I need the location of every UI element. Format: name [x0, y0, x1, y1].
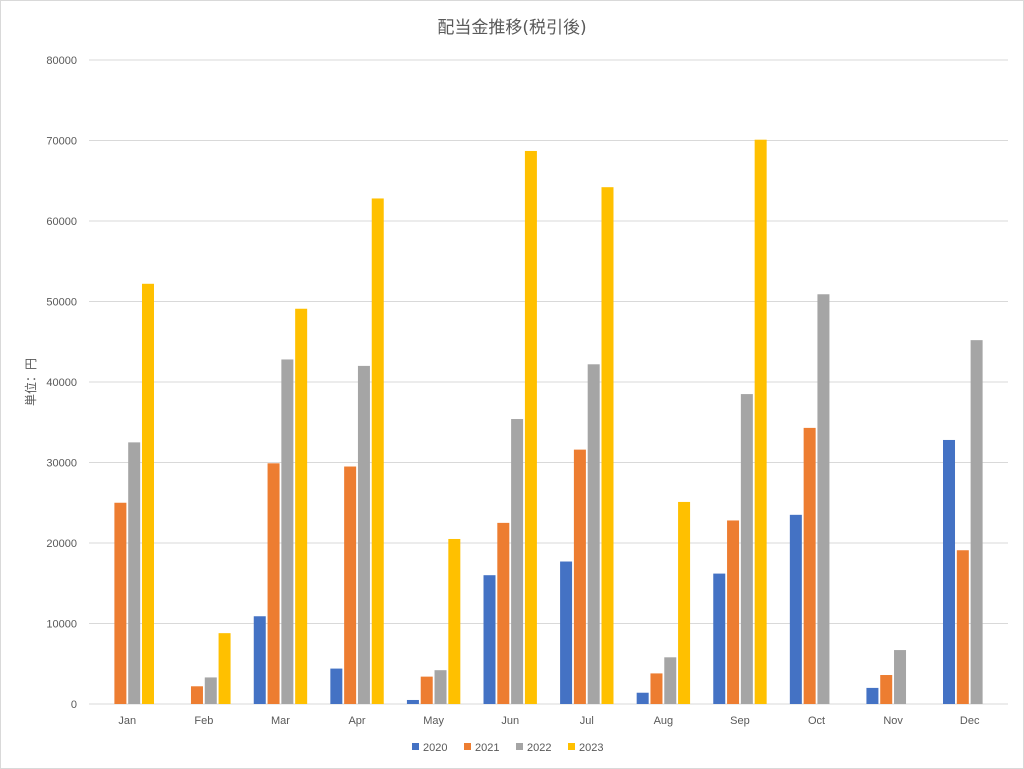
bar-2022-aug [664, 657, 677, 704]
x-axis-ticks: Jan Feb Mar Apr May Jun Jul Aug Sep Oct Nov Dec [118, 715, 980, 727]
bar-2023-may [448, 538, 461, 704]
bar-2021-dec [956, 550, 969, 704]
x-tick-label: Aug [654, 715, 674, 727]
legend-swatch-2023 [568, 743, 575, 750]
bar-2022-mar [281, 359, 294, 704]
legend-swatch-2020 [412, 743, 419, 750]
gridlines [89, 59, 1008, 705]
bar-2023-jun [524, 150, 537, 705]
bar-2020-mar [253, 616, 266, 704]
bar-2022-may [434, 670, 447, 704]
x-tick-label: Feb [194, 715, 213, 727]
bar-2020-jun [483, 575, 496, 704]
bar-2020-oct [789, 514, 802, 704]
bar-2021-jul [573, 449, 586, 704]
bar-2021-mar [267, 463, 280, 704]
bar-2023-sep [754, 139, 767, 704]
bars [114, 139, 983, 705]
bar-2022-sep [740, 394, 753, 704]
bar-2022-apr [357, 365, 370, 704]
bar-2021-nov [880, 675, 893, 704]
bar-2020-apr [330, 668, 343, 704]
y-axis-label: 単位：円 [23, 358, 38, 406]
bar-2022-jan [128, 442, 141, 704]
bar-2022-nov [894, 650, 907, 704]
bar-2022-oct [817, 294, 830, 704]
bar-2020-dec [943, 439, 956, 704]
y-tick-label: 50000 [46, 297, 77, 309]
bar-2021-aug [650, 673, 663, 704]
legend-swatch-2021 [464, 743, 471, 750]
bar-2021-may [420, 676, 433, 704]
y-tick-label: 10000 [46, 619, 77, 631]
bar-2020-nov [866, 687, 879, 704]
bar-2021-feb [190, 686, 203, 704]
bar-2020-may [406, 699, 419, 704]
bar-2021-apr [344, 466, 357, 704]
x-tick-label: Apr [348, 715, 365, 727]
bar-2022-feb [204, 677, 217, 704]
y-tick-label: 0 [71, 699, 77, 711]
x-tick-label: Nov [883, 715, 903, 727]
bar-2022-jul [587, 364, 600, 704]
x-tick-label: Jun [501, 715, 519, 727]
bar-2021-sep [727, 520, 740, 704]
x-tick-label: Oct [808, 715, 825, 727]
y-tick-label: 60000 [46, 216, 77, 228]
y-tick-label: 40000 [46, 377, 77, 389]
legend-label-2022: 2022 [527, 742, 551, 754]
x-tick-label: May [423, 715, 444, 727]
legend-label-2023: 2023 [579, 742, 603, 754]
bar-2022-jun [511, 419, 524, 704]
bar-2021-oct [803, 427, 816, 704]
y-tick-label: 20000 [46, 538, 77, 550]
bar-2020-aug [636, 692, 649, 704]
legend-swatch-2022 [516, 743, 523, 750]
bar-2020-jul [560, 561, 573, 704]
x-tick-label: Mar [271, 715, 290, 727]
legend: 2020 2021 2022 2023 [412, 742, 603, 754]
bar-2021-jun [497, 522, 510, 704]
bar-2023-aug [678, 501, 691, 704]
legend-label-2020: 2020 [423, 742, 447, 754]
x-tick-label: Jan [118, 715, 136, 727]
x-tick-label: Dec [960, 715, 980, 727]
bar-2023-feb [218, 633, 231, 704]
bar-2023-apr [371, 198, 384, 704]
y-tick-label: 80000 [46, 55, 77, 67]
y-axis-ticks: 0 10000 20000 30000 40000 50000 60000 70000 8000… [46, 55, 77, 711]
chart-title: 配当金推移(税引後) [437, 18, 586, 38]
legend-label-2021: 2021 [475, 742, 499, 754]
x-tick-label: Jul [580, 715, 594, 727]
x-tick-label: Sep [730, 715, 750, 727]
bar-2020-sep [713, 573, 726, 704]
bar-2023-jan [141, 283, 154, 704]
y-tick-label: 30000 [46, 458, 77, 470]
y-tick-label: 70000 [46, 136, 77, 148]
bar-2021-jan [114, 502, 127, 704]
bar-2022-dec [970, 340, 983, 704]
bar-2023-jul [601, 187, 614, 704]
bar-2023-mar [295, 308, 308, 704]
